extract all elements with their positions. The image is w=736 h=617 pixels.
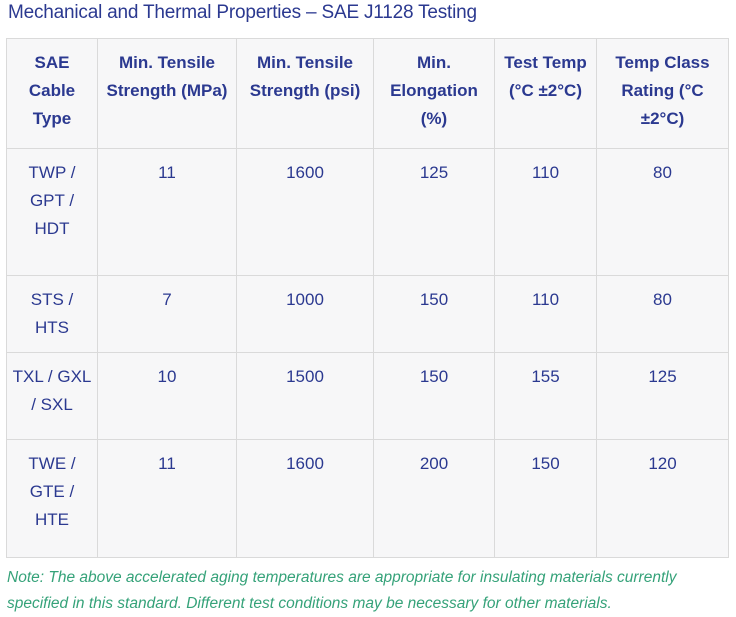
- table-row: STS / HTS 7 1000 150 110 80: [6, 275, 729, 353]
- cell-min_elongation_pct: 200: [373, 439, 495, 558]
- cell-min_tensile_mpa: 7: [97, 275, 237, 353]
- properties-table: SAE Cable Type Min. Tensile Strength (MPa…: [6, 38, 729, 558]
- cell-min_elongation_pct: 150: [373, 352, 495, 440]
- cell-min_tensile_psi: 1600: [236, 148, 374, 276]
- cell-temp_class_rating_c: 120: [596, 439, 729, 558]
- cell-temp_class_rating_c: 125: [596, 352, 729, 440]
- cell-min_tensile_mpa: 11: [97, 439, 237, 558]
- cell-min_tensile_mpa: 11: [97, 148, 237, 276]
- cell-min_elongation_pct: 150: [373, 275, 495, 353]
- column-header-min_tensile_psi: Min. Tensile Strength (psi): [236, 38, 374, 149]
- cell-min_elongation_pct: 125: [373, 148, 495, 276]
- header-row: SAE Cable Type Min. Tensile Strength (MPa…: [6, 38, 729, 149]
- table-header: SAE Cable Type Min. Tensile Strength (MPa…: [6, 38, 729, 149]
- cell-test_temp_c: 110: [494, 148, 597, 276]
- table-row: TWE / GTE / HTE 11 1600 200 150 120: [6, 439, 729, 558]
- column-header-min_tensile_mpa: Min. Tensile Strength (MPa): [97, 38, 237, 149]
- cell-temp_class_rating_c: 80: [596, 148, 729, 276]
- cell-cable_type: TXL / GXL / SXL: [6, 352, 98, 440]
- cell-min_tensile_psi: 1000: [236, 275, 374, 353]
- cell-test_temp_c: 155: [494, 352, 597, 440]
- cell-temp_class_rating_c: 80: [596, 275, 729, 353]
- column-header-temp_class_rating_c: Temp Class Rating (°C ±2°C): [596, 38, 729, 149]
- column-header-min_elongation_pct: Min. Elongation (%): [373, 38, 495, 149]
- page-title: Mechanical and Thermal Properties – SAE …: [8, 2, 477, 23]
- cell-min_tensile_mpa: 10: [97, 352, 237, 440]
- table-note: Note: The above accelerated aging temper…: [7, 569, 677, 612]
- cell-cable_type: TWE / GTE / HTE: [6, 439, 98, 558]
- column-header-cable_type: SAE Cable Type: [6, 38, 98, 149]
- cell-min_tensile_psi: 1500: [236, 352, 374, 440]
- cell-cable_type: STS / HTS: [6, 275, 98, 353]
- cell-min_tensile_psi: 1600: [236, 439, 374, 558]
- cell-test_temp_c: 150: [494, 439, 597, 558]
- cell-cable_type: TWP / GPT / HDT: [6, 148, 98, 276]
- table-row: TWP / GPT / HDT 11 1600 125 110 80: [6, 148, 729, 276]
- table-body: TWP / GPT / HDT 11 1600 125 110 80 STS / HTS 7 1…: [6, 148, 729, 558]
- cell-test_temp_c: 110: [494, 275, 597, 353]
- table-row: TXL / GXL / SXL 10 1500 150 155 125: [6, 352, 729, 440]
- column-header-test_temp_c: Test Temp (°C ±2°C): [494, 38, 597, 149]
